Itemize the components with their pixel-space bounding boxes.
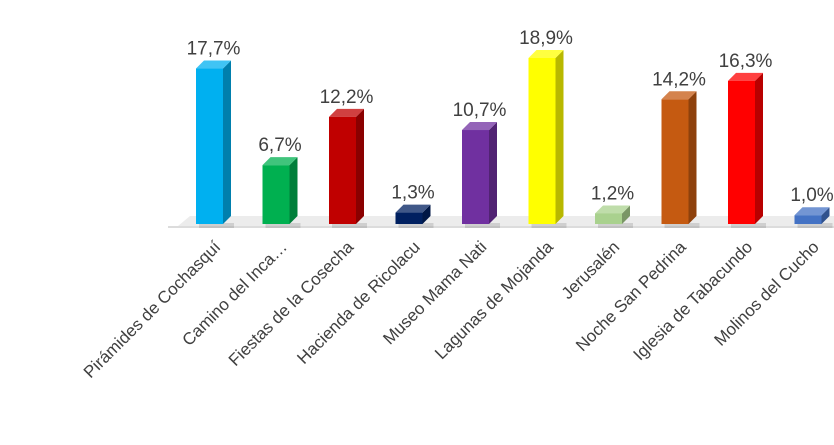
tick-label: Iglesia de Tabacundo <box>629 237 756 364</box>
data-label: 1,3% <box>391 183 434 204</box>
bar-shadow <box>531 223 567 228</box>
value-labels: 17,7% 6,7% 12,2% 1,3% 10,7% 18,9% 1,2% 14,2% 16,… <box>187 28 834 206</box>
bar-side <box>289 157 298 224</box>
bar-top <box>528 50 564 58</box>
bar <box>528 58 556 224</box>
bar-shadow <box>465 223 500 228</box>
bar-top <box>462 122 497 131</box>
data-label: 1,0% <box>790 185 833 206</box>
bar-side <box>555 50 564 224</box>
bar <box>794 215 822 224</box>
bar-top <box>196 60 231 69</box>
bar-side <box>489 122 497 224</box>
bar <box>395 212 423 224</box>
bar-shadow <box>731 223 766 228</box>
bar-top <box>661 91 697 100</box>
bar-side <box>755 72 763 225</box>
data-label: 6,7% <box>258 135 301 156</box>
data-label: 14,2% <box>652 69 706 90</box>
bar <box>329 116 356 224</box>
tick-label: Noche San Pedrina <box>572 237 690 355</box>
bar-top <box>794 207 830 216</box>
bar <box>196 68 223 225</box>
bar-shadow <box>664 223 700 228</box>
bar-shadow <box>797 223 833 228</box>
bar-top <box>395 204 431 213</box>
bar-shadow <box>199 223 234 228</box>
bar-side <box>622 205 630 224</box>
tick-label: Jerusalén <box>558 237 624 303</box>
bars <box>196 50 833 228</box>
bar-top <box>329 108 364 117</box>
bar-side <box>688 91 697 224</box>
data-label: 12,2% <box>320 87 374 108</box>
bar <box>462 130 489 224</box>
bar <box>661 99 689 224</box>
tick-label: Pirámides de Cochasquí <box>80 237 225 382</box>
bar <box>595 213 622 224</box>
bar-shadow <box>398 223 434 228</box>
bar-side <box>821 207 830 224</box>
data-label: 16,3% <box>719 51 773 72</box>
bar <box>728 80 755 225</box>
tick-label: Fiestas de la Cosecha <box>225 237 358 370</box>
bar-shadow <box>265 223 301 228</box>
bar-shadow <box>332 223 367 228</box>
data-label: 10,7% <box>453 100 507 121</box>
bar-side <box>356 108 364 224</box>
bar-side <box>422 204 431 224</box>
bar-top <box>262 157 298 166</box>
data-label: 18,9% <box>519 28 573 49</box>
bar <box>262 165 290 224</box>
bar-top <box>728 72 763 81</box>
data-label: 1,2% <box>591 183 634 204</box>
bar-top <box>595 205 630 214</box>
bar-side <box>223 60 231 224</box>
bar-shadow <box>598 223 633 228</box>
tick-label: Hacienda de Ricolacu <box>293 237 423 367</box>
data-label: 17,7% <box>187 39 241 60</box>
tick-label: Lagunas de Mojanda <box>431 237 557 363</box>
